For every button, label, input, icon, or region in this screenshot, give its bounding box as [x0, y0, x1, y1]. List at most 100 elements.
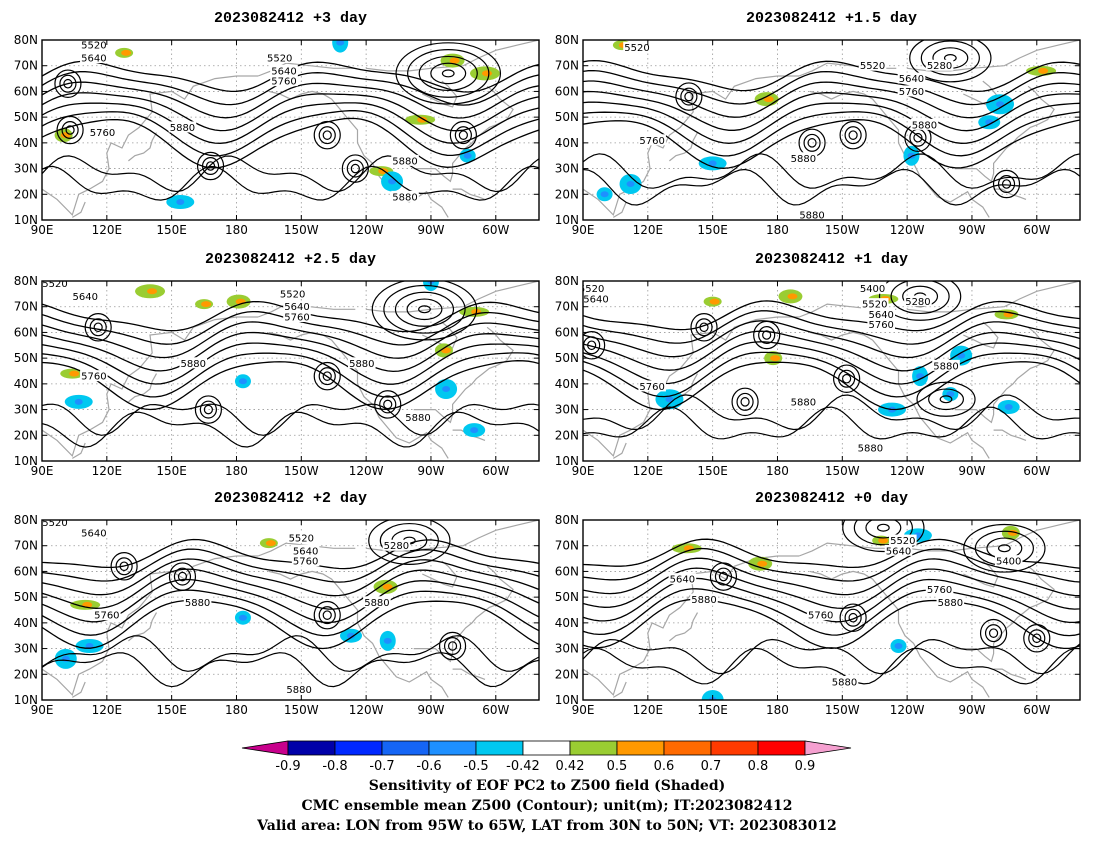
z500-contour: [583, 567, 1080, 610]
caption-line-3: Valid area: LON from 95W to 65W, LAT fro…: [256, 818, 837, 834]
coastline: [809, 331, 990, 459]
lon-tick-label: 90W: [958, 464, 985, 478]
colorbar-box: [710, 740, 759, 756]
lat-tick-label: 30N: [14, 642, 38, 656]
lon-tick-label: 150E: [697, 464, 728, 478]
z500-contour: [583, 351, 1080, 398]
panel-title: 2023082412 +3 day: [214, 10, 367, 27]
lon-tick-label: 90W: [958, 223, 985, 237]
lat-tick-label: 80N: [14, 33, 38, 47]
lat-tick-label: 70N: [555, 59, 579, 73]
lat-tick-label: 70N: [555, 300, 579, 314]
lat-tick-label: 30N: [14, 162, 38, 176]
z500-contour: [583, 300, 1080, 332]
lon-tick-label: 90E: [31, 464, 54, 478]
z500-contour: [583, 310, 1080, 345]
lon-tick-label: 150W: [284, 223, 319, 237]
z500-contour: [42, 360, 539, 411]
contour-label: 5520: [42, 518, 67, 529]
contour-label: 5520: [267, 54, 292, 65]
contour-label: 5640: [293, 546, 318, 557]
contour-label-bg: [583, 282, 606, 294]
z500-contour: [42, 117, 539, 169]
low-pressure-contour: [441, 69, 455, 78]
z500-contour: [583, 320, 1080, 359]
high-pressure-contour: [731, 387, 759, 417]
lat-tick-label: 40N: [14, 136, 38, 150]
panel-title: 2023082412 +0 day: [755, 490, 908, 507]
positive-sensitivity-core: [1038, 67, 1049, 74]
contour-label-bg: [867, 308, 895, 320]
colorbar-box: [475, 740, 524, 756]
colorbar-tick-label: 0.6: [654, 759, 675, 774]
lat-tick-label: 50N: [555, 590, 579, 604]
lat-tick-label: 30N: [555, 642, 579, 656]
lat-tick-label: 80N: [555, 513, 579, 527]
z500-contour: [583, 101, 1080, 144]
positive-sensitivity-core: [757, 560, 768, 567]
z500-contour: [42, 321, 539, 359]
z500-contour: [42, 342, 539, 385]
colorbar-tick-label: -0.6: [416, 759, 441, 774]
contour-label: 5520: [289, 534, 314, 545]
low-pressure-contour: [902, 285, 939, 308]
contour-label-bg: [910, 118, 939, 130]
contour-label: 5880: [912, 120, 937, 131]
lon-tick-label: 180: [766, 464, 789, 478]
lon-tick-label: 150W: [825, 703, 860, 717]
lon-tick-label: 90W: [417, 703, 444, 717]
lat-tick-label: 20N: [555, 428, 579, 442]
contour-label: 5640: [899, 74, 924, 85]
lat-tick-label: 60N: [555, 325, 579, 339]
contour-label-bg: [904, 295, 932, 307]
negative-sensitivity-core: [388, 178, 397, 185]
lon-tick-label: 150W: [284, 464, 319, 478]
high-pressure-contour: [196, 151, 225, 181]
contour-label: 5400: [996, 557, 1021, 568]
lon-tick-label: 180: [766, 703, 789, 717]
contour-label: 5640: [284, 302, 309, 313]
coastline: [59, 238, 85, 246]
contour-label-bg: [806, 609, 835, 621]
coastline: [612, 681, 627, 698]
lat-tick-label: 10N: [555, 693, 579, 707]
contour-label-bg: [638, 380, 666, 392]
contour-label-bg: [897, 85, 926, 97]
contour-label: 5640: [72, 292, 97, 303]
high-pressure-contour: [313, 361, 341, 391]
contour-label: 5880: [392, 156, 417, 167]
coastline: [600, 238, 626, 246]
high-pressure-contour: [379, 395, 397, 414]
contour-label: 5640: [81, 54, 106, 65]
contour-label: 5880: [185, 598, 210, 609]
high-pressure-contour: [203, 404, 213, 415]
contour-label-bg: [285, 683, 313, 695]
lon-tick-label: 90W: [958, 703, 985, 717]
negative-sensitivity-core: [708, 160, 717, 167]
negative-sensitivity-core: [600, 191, 609, 198]
lat-tick-label: 80N: [14, 513, 38, 527]
coastline: [422, 80, 458, 108]
high-pressure-contour: [740, 397, 750, 407]
contour-label: 5280: [905, 297, 930, 308]
panel-title: 2023082412 +2.5 day: [205, 251, 376, 268]
lat-tick-label: 30N: [555, 403, 579, 417]
z500-contour: [42, 403, 539, 436]
high-pressure-contour: [839, 120, 867, 150]
contour-label: 5640: [583, 295, 608, 306]
lon-tick-label: 120E: [92, 223, 123, 237]
contour-label-bg: [789, 395, 818, 407]
high-pressure-contour: [844, 608, 862, 627]
contour-label: 5760: [899, 87, 924, 98]
contour-label-bg: [830, 676, 859, 687]
coastline: [268, 570, 449, 698]
contour-label-bg: [860, 298, 889, 310]
colorbar-box: [287, 740, 336, 756]
coastline: [583, 555, 800, 697]
low-pressure-contour: [865, 520, 902, 539]
coastline: [128, 612, 158, 642]
high-pressure-contour: [374, 390, 402, 419]
